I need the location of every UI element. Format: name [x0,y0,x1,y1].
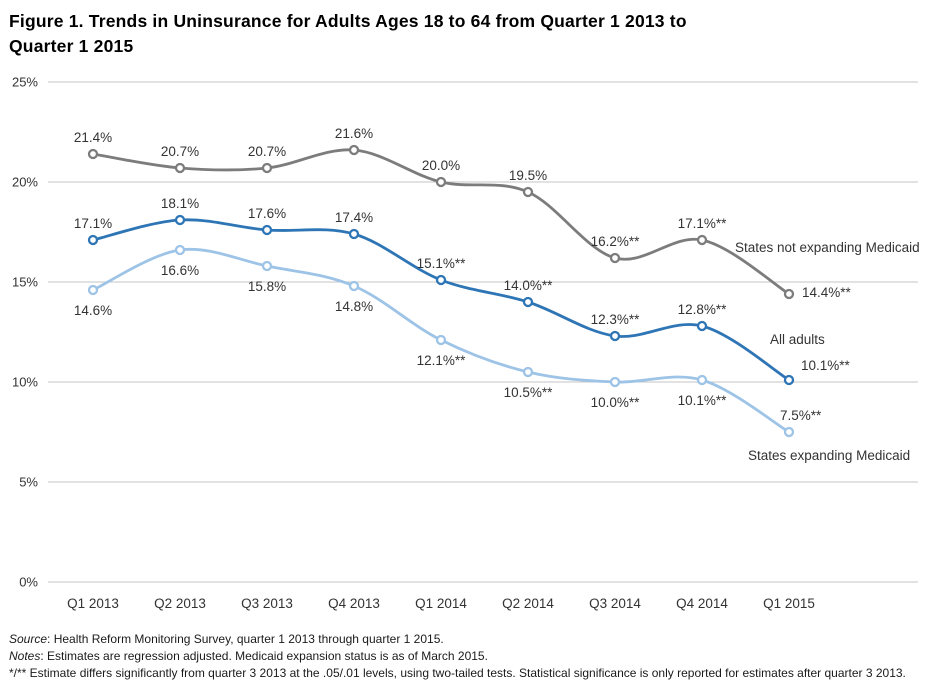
footnote-notes: Notes: Estimates are regression adjusted… [9,648,925,665]
data-point-marker-all-adults [174,214,186,226]
data-point-marker-all-adults [87,234,99,246]
series-annotation-states-not-expanding-medicaid: States not expanding Medicaid [735,240,920,255]
series-annotation-states-expanding-medicaid: States expanding Medicaid [748,448,910,463]
data-point-label-all-adults: 17.6% [248,206,286,221]
footnote-source: Source: Health Reform Monitoring Survey,… [9,631,925,648]
data-point-label-all-adults: 18.1% [161,196,199,211]
data-point-label-states-expanding-medicaid: 16.6% [161,263,199,278]
data-point-marker-states-expanding-medicaid [783,426,795,438]
data-point-label-states-expanding-medicaid: 12.1%** [417,353,467,368]
data-point-marker-states-not-expanding-medicaid [87,148,99,160]
data-point-label-states-expanding-medicaid: 10.0%** [591,395,641,410]
y-axis-tick-label: 10% [12,375,38,390]
x-axis-tick-label: Q4 2013 [328,596,380,611]
data-point-label-states-not-expanding-medicaid: 21.4% [74,130,112,145]
data-point-marker-states-not-expanding-medicaid [609,252,621,264]
data-point-label-states-expanding-medicaid: 14.8% [335,299,373,314]
x-axis-tick-label: Q1 2014 [415,596,467,611]
x-axis-tick-label: Q2 2014 [502,596,554,611]
data-point-marker-states-not-expanding-medicaid [261,162,273,174]
data-point-label-states-expanding-medicaid: 10.5%** [504,385,554,400]
data-point-marker-all-adults [261,224,273,236]
figure-title-line-2: Quarter 1 2015 [9,36,134,56]
data-point-marker-states-not-expanding-medicaid [696,234,708,246]
data-point-marker-all-adults [609,330,621,342]
x-axis-tick-label: Q3 2013 [241,596,293,611]
data-point-label-states-not-expanding-medicaid: 20.7% [248,144,286,159]
data-point-label-states-expanding-medicaid: 7.5%** [780,408,822,423]
uninsurance-trend-chart: 0% 5% 10% 15% 20% 25% Q1 2013 Q2 2013 Q3 2013 Q4 … [0,62,938,622]
data-point-label-states-not-expanding-medicaid: 19.5% [509,168,547,183]
data-point-marker-states-expanding-medicaid [348,280,360,292]
data-point-label-states-not-expanding-medicaid: 21.6% [335,126,373,141]
data-point-label-all-adults: 17.4% [335,210,373,225]
figure-title: Figure 1. Trends in Uninsurance for Adul… [9,9,869,59]
y-axis-tick-label: 25% [12,75,38,90]
footnote-notes-prefix: Notes [9,649,41,663]
x-axis-tick-label: Q4 2014 [676,596,728,611]
data-point-label-all-adults: 12.8%** [678,302,728,317]
data-point-marker-states-not-expanding-medicaid [348,144,360,156]
chart-footnotes: Source: Health Reform Monitoring Survey,… [9,631,925,682]
x-axis-tick-label: Q1 2015 [763,596,815,611]
data-point-label-all-adults: 14.0%** [504,278,554,293]
y-axis-tick-label: 15% [12,275,38,290]
data-point-marker-states-expanding-medicaid [261,260,273,272]
footnote-source-text: : Health Reform Monitoring Survey, quart… [47,632,444,646]
x-axis-tick-label: Q2 2013 [154,596,206,611]
data-point-marker-states-expanding-medicaid [696,374,708,386]
figure-title-line-1: Figure 1. Trends in Uninsurance for Adul… [9,11,687,31]
data-point-marker-all-adults [435,274,447,286]
y-axis-tick-label: 20% [12,175,38,190]
data-point-label-states-not-expanding-medicaid: 20.0% [422,158,460,173]
uninsurance-line-chart-svg: 0% 5% 10% 15% 20% 25% Q1 2013 Q2 2013 Q3 2013 Q4 … [12,75,920,612]
footnote-significance: */** Estimate differs significantly from… [9,665,925,682]
data-point-marker-all-adults [522,296,534,308]
data-point-marker-states-expanding-medicaid [522,366,534,378]
data-point-marker-states-expanding-medicaid [87,284,99,296]
data-point-marker-states-not-expanding-medicaid [435,176,447,188]
data-point-marker-all-adults [696,320,708,332]
x-axis-tick-label: Q3 2014 [589,596,641,611]
y-axis-tick-label: 5% [19,475,38,490]
data-point-marker-states-not-expanding-medicaid [783,288,795,300]
data-point-label-states-not-expanding-medicaid: 14.4%** [802,285,852,300]
data-point-label-states-not-expanding-medicaid: 17.1%** [678,216,728,231]
footnote-source-prefix: Source [9,632,48,646]
data-point-label-states-expanding-medicaid: 10.1%** [678,393,728,408]
data-point-marker-states-expanding-medicaid [174,244,186,256]
data-point-label-states-expanding-medicaid: 15.8% [248,279,286,294]
data-point-marker-states-expanding-medicaid [435,334,447,346]
data-point-label-all-adults: 15.1%** [417,256,467,271]
data-point-marker-states-expanding-medicaid [609,376,621,388]
x-axis-tick-label: Q1 2013 [67,596,119,611]
data-point-label-states-not-expanding-medicaid: 16.2%** [591,234,641,249]
y-axis-tick-label: 0% [19,575,38,590]
data-point-marker-states-not-expanding-medicaid [522,186,534,198]
data-point-marker-states-not-expanding-medicaid [174,162,186,174]
footnote-significance-text: */** Estimate differs significantly from… [9,666,906,680]
data-point-label-states-not-expanding-medicaid: 20.7% [161,144,199,159]
data-point-label-all-adults: 17.1% [74,216,112,231]
data-point-label-all-adults: 10.1%** [801,358,851,373]
data-point-label-states-expanding-medicaid: 14.6% [74,303,112,318]
footnote-notes-text: : Estimates are regression adjusted. Med… [40,649,488,663]
series-annotation-all-adults: All adults [770,332,825,347]
data-point-marker-all-adults [348,228,360,240]
data-point-marker-all-adults [783,374,795,386]
data-point-label-all-adults: 12.3%** [591,312,641,327]
